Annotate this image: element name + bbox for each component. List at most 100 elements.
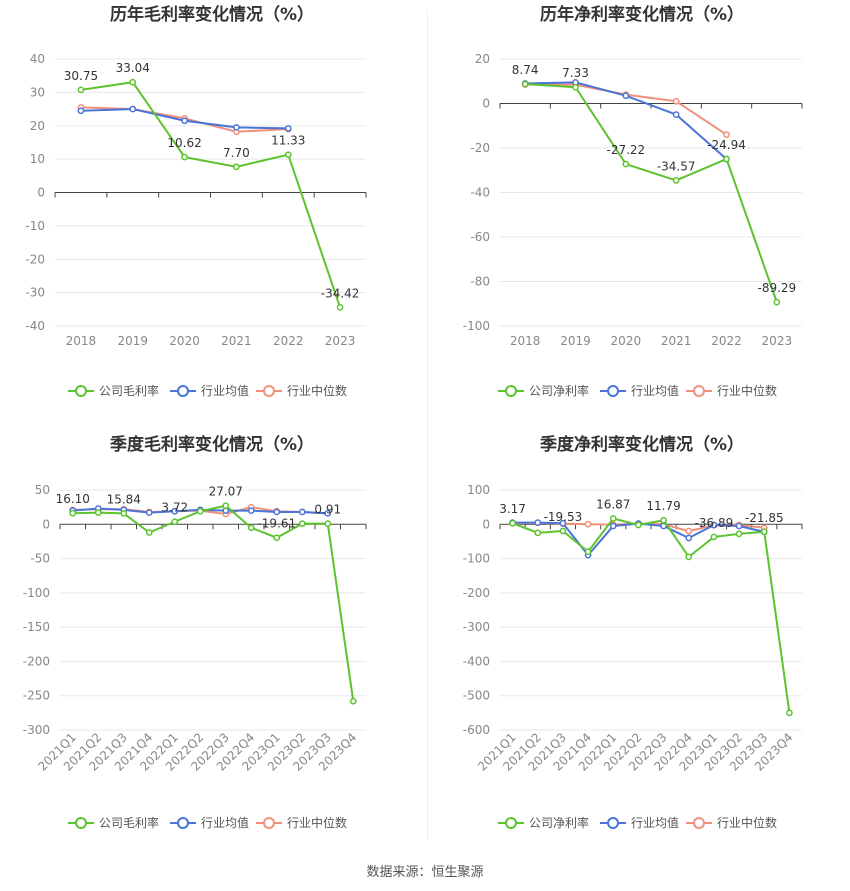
x-tick-label: 2019 — [117, 334, 148, 348]
data-point-company — [635, 521, 642, 529]
legend-marker-icon — [263, 385, 275, 397]
chart-svg: 历年净利率变化情况（%） 20 0 -20 -40 -60 -80 -100 2018 2019 2… — [463, 4, 803, 398]
y-tick-label: -30 — [25, 286, 45, 300]
y-tick-label: -40 — [25, 319, 45, 333]
data-label: 11.79 — [646, 499, 680, 513]
legend-item-avg: 行业均值 — [170, 383, 249, 398]
data-point-avg — [233, 124, 240, 131]
data-point-avg — [247, 507, 255, 514]
y-tick-label: 0 — [37, 186, 45, 200]
data-point-company — [509, 519, 516, 527]
legend-label: 行业均值 — [201, 815, 249, 830]
data-point-company — [572, 83, 579, 91]
legend-item-avg: 行业均值 — [600, 383, 679, 398]
data-label: 7.70 — [223, 146, 250, 160]
data-label: -34.57 — [657, 159, 696, 173]
data-point-company — [521, 80, 529, 88]
panel-divider — [427, 10, 428, 840]
y-tick-label: 50 — [35, 483, 50, 497]
data-point-company — [336, 304, 344, 311]
data-point-avg — [710, 521, 718, 529]
data-label: -19.61 — [257, 517, 296, 531]
legend-label: 行业中位数 — [717, 815, 777, 830]
data-point-avg — [171, 507, 179, 515]
legend-marker-icon — [607, 385, 619, 397]
legend-marker-icon — [693, 817, 705, 829]
chart-svg: 季度毛利率变化情况（%）500-50-100-150-200-250-30020… — [23, 434, 367, 830]
y-tick-label: -60 — [470, 230, 490, 244]
series-line-company — [72, 504, 355, 702]
y-tick-label: -300 — [463, 620, 490, 634]
legend-marker-icon — [263, 817, 275, 829]
legend-marker-icon — [505, 817, 517, 829]
chart-title: 历年毛利率变化情况（%） — [110, 4, 314, 25]
x-tick-label: 2019 — [560, 334, 591, 348]
x-tick-label: 2022 — [273, 334, 304, 348]
legend-item-avg: 行业均值 — [600, 815, 679, 830]
y-tick-label: -250 — [23, 689, 50, 703]
legend-marker-icon — [75, 385, 87, 397]
legend-label: 公司毛利率 — [99, 815, 159, 830]
data-point-company — [222, 502, 230, 510]
data-point-avg — [77, 107, 85, 115]
data-point-avg — [273, 508, 281, 516]
legend-marker-icon — [693, 385, 705, 397]
x-tick-label: 2023 — [762, 334, 793, 348]
data-point-company — [120, 510, 128, 517]
y-tick-label: 20 — [30, 119, 45, 133]
data-label: -89.29 — [757, 281, 796, 295]
data-point-company — [181, 153, 188, 161]
data-point-company — [284, 151, 292, 159]
chart-title: 季度毛利率变化情况（%） — [110, 434, 314, 455]
legend-marker-icon — [177, 385, 189, 397]
y-tick-label: 10 — [30, 152, 45, 166]
data-label: 3.17 — [499, 502, 526, 516]
data-label: 15.84 — [107, 492, 141, 506]
y-tick-label: -20 — [25, 252, 45, 266]
data-point-avg — [298, 508, 306, 516]
data-point-avg — [129, 105, 137, 113]
series-line-company — [80, 81, 342, 308]
data-point-avg — [685, 534, 693, 542]
legend-item-median: 行业中位数 — [256, 383, 347, 398]
data-point-company — [534, 529, 542, 537]
data-point-company — [233, 163, 240, 171]
y-tick-label: -100 — [23, 586, 50, 600]
y-tick-label: -100 — [463, 319, 490, 333]
chart-title: 历年净利率变化情况（%） — [540, 4, 744, 25]
data-point-median — [685, 527, 693, 535]
y-tick-label: -20 — [470, 141, 490, 155]
legend-item-company: 公司净利率 — [498, 815, 589, 830]
y-tick-label: 30 — [30, 85, 45, 99]
data-point-company — [94, 509, 102, 516]
data-label: -36.89 — [695, 516, 734, 530]
data-point-median — [584, 520, 592, 528]
y-tick-label: -300 — [23, 723, 50, 737]
y-tick-label: 40 — [30, 52, 45, 66]
y-tick-label: -200 — [463, 586, 490, 600]
legend-label: 行业均值 — [201, 383, 249, 398]
data-label: -27.22 — [606, 143, 645, 157]
data-point-company — [559, 527, 567, 535]
data-point-company — [760, 528, 768, 536]
legend-item-median: 行业中位数 — [686, 383, 777, 398]
annual-gross-margin-chart: 历年毛利率变化情况（%） 40 30 20 10 0 -10 -20 -30 -40 2018 201… — [0, 0, 425, 430]
data-label: 11.33 — [271, 134, 305, 148]
data-label: 0.91 — [314, 503, 341, 517]
data-source-note: 数据来源：恒生聚源 — [366, 865, 484, 880]
data-point-company — [247, 524, 255, 532]
y-tick-label: 0 — [482, 517, 490, 531]
data-point-company — [660, 516, 667, 524]
legend-item-company: 公司净利率 — [498, 383, 589, 398]
y-tick-label: 20 — [475, 52, 490, 66]
data-label: 30.75 — [64, 69, 98, 83]
quarterly-net-margin-chart: 季度净利率变化情况（%） 100 0 -100 -200 -300 -400 -500 -600… — [430, 430, 850, 860]
data-point-company — [735, 530, 743, 538]
y-tick-label: 100 — [467, 483, 490, 497]
data-label: 10.62 — [167, 136, 201, 150]
legend-marker-icon — [505, 385, 517, 397]
chart-title: 季度净利率变化情况（%） — [540, 434, 744, 455]
y-tick-label: -150 — [23, 620, 50, 634]
data-point-company — [69, 509, 77, 517]
data-point-company — [685, 553, 693, 561]
